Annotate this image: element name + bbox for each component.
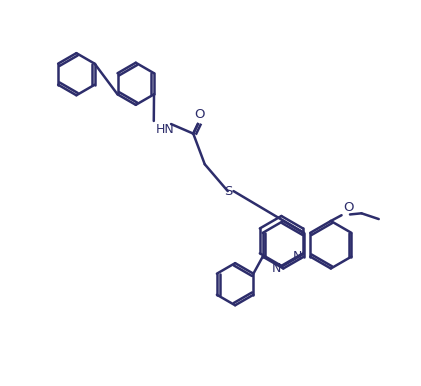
Text: N: N <box>272 262 281 275</box>
Text: O: O <box>195 108 205 121</box>
Text: O: O <box>344 201 354 214</box>
Text: S: S <box>224 185 233 198</box>
Text: HN: HN <box>156 123 174 136</box>
Text: N: N <box>293 250 302 263</box>
